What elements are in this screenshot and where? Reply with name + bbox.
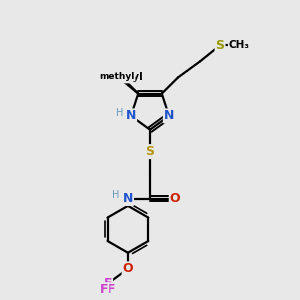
- Text: F: F: [100, 283, 109, 296]
- Text: methyl: methyl: [120, 78, 124, 79]
- Text: O: O: [170, 192, 180, 205]
- Text: F: F: [107, 283, 116, 296]
- Text: N: N: [164, 110, 174, 122]
- Text: methyl: methyl: [99, 71, 135, 80]
- Text: N: N: [123, 192, 133, 205]
- Text: O: O: [123, 262, 133, 275]
- Text: methyl: methyl: [102, 73, 142, 82]
- Text: N: N: [126, 110, 136, 122]
- Text: H: H: [112, 190, 120, 200]
- Text: CH₃: CH₃: [229, 40, 250, 50]
- Text: S: S: [146, 145, 154, 158]
- Text: F: F: [103, 277, 112, 290]
- Text: S: S: [216, 39, 225, 52]
- Text: H: H: [116, 108, 124, 118]
- Text: methyl: methyl: [123, 76, 128, 77]
